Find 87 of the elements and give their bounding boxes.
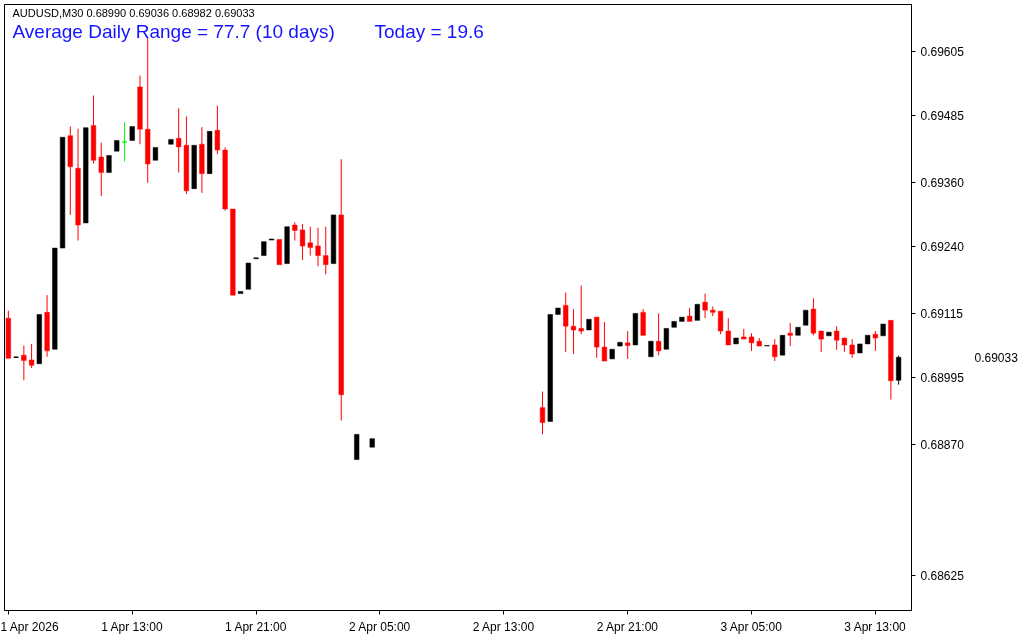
- candlestick: [191, 145, 197, 189]
- candlestick: [555, 307, 561, 315]
- annotation: Average Daily Range = 77.7 (10 days): [12, 20, 335, 42]
- candlestick: [702, 293, 708, 319]
- candlestick: [137, 75, 143, 145]
- y-tick-label: 0.68625: [920, 569, 965, 584]
- candlestick: [98, 142, 104, 197]
- candlestick: [880, 323, 886, 337]
- candlestick: [369, 438, 375, 448]
- candlestick: [52, 247, 58, 350]
- candlestick: [354, 434, 360, 460]
- y-tick-label: 0.69115: [920, 306, 964, 321]
- candlestick: [323, 226, 329, 275]
- candlestick: [795, 327, 801, 336]
- chart-title: AUDUSD,M30 0.68990 0.69036 0.68982 0.69033: [12, 6, 255, 19]
- candlestick: [632, 313, 638, 346]
- candlestick: [36, 314, 42, 364]
- candlestick: [826, 331, 832, 337]
- x-tick-label: 1 Apr 13:00: [101, 619, 163, 634]
- y-tick-label: 0.69485: [920, 108, 965, 123]
- candlestick: [586, 319, 592, 331]
- candlestick: [129, 126, 135, 141]
- candlestick: [269, 238, 275, 241]
- candlestick: [114, 140, 120, 152]
- y-tick-label: 0.68995: [920, 371, 965, 386]
- candlestick: [284, 226, 290, 264]
- candlestick: [21, 345, 27, 381]
- x-tick-label: 1 Apr 21:00: [225, 619, 287, 634]
- candlestick: [694, 304, 700, 321]
- candlestick: [83, 127, 89, 224]
- candlestick: [671, 321, 677, 328]
- candlestick: [888, 320, 894, 401]
- candlestick: [779, 335, 786, 356]
- candlestick: [315, 227, 321, 267]
- candlestick: [338, 158, 344, 421]
- candlestick: [168, 139, 174, 145]
- y-tick-label: 0.69240: [920, 239, 965, 254]
- candlestick: [261, 241, 267, 256]
- candlestick: [594, 316, 600, 359]
- y-tick-label: 0.69605: [920, 44, 965, 59]
- candlestick: [663, 328, 669, 350]
- candlestick: [152, 147, 159, 161]
- candlestick: [625, 330, 631, 360]
- x-tick-label: 3 Apr 05:00: [720, 619, 783, 634]
- candlestick: [238, 291, 244, 294]
- candlestick: [547, 314, 553, 422]
- candlestick: [857, 343, 863, 354]
- candlestick: [617, 342, 623, 347]
- candlestick: [609, 349, 615, 360]
- candlestick: [563, 292, 569, 353]
- candlestick: [330, 214, 337, 264]
- annotation: Today = 19.6: [374, 20, 484, 42]
- candlestick: [5, 310, 11, 359]
- candlestick: [106, 155, 112, 173]
- text: 0.69033: [974, 350, 1019, 365]
- candlestick: [865, 335, 871, 345]
- x-tick-label: 2 Apr 21:00: [596, 619, 659, 634]
- candlestick: [570, 308, 577, 355]
- candlestick: [276, 239, 282, 265]
- x-tick-label: 3 Apr 13:00: [844, 619, 907, 634]
- candlestick: [44, 294, 50, 358]
- x-tick-label: 1 Apr 2026: [0, 619, 59, 634]
- candlestick: [679, 316, 685, 322]
- candlestick: [253, 257, 259, 260]
- candlestick: [222, 146, 228, 212]
- candlestick: [756, 337, 762, 347]
- x-tick-label: 2 Apr 05:00: [348, 619, 411, 634]
- candlestick: [648, 340, 654, 357]
- candlestick: [601, 321, 608, 362]
- candlestick: [230, 208, 236, 296]
- candlestick: [733, 337, 739, 345]
- candlestick: [640, 308, 646, 336]
- x-tick-label: 2 Apr 13:00: [472, 619, 535, 634]
- candlestick: [59, 137, 66, 249]
- candlestick: [75, 128, 81, 242]
- candlestick: [818, 330, 824, 353]
- candlestick: [803, 309, 809, 326]
- candlestick: [121, 121, 128, 162]
- candlestick: [872, 330, 878, 352]
- candlestick: [725, 317, 731, 346]
- candlestick: [199, 126, 205, 194]
- candlestick: [539, 391, 546, 435]
- candlestick: [207, 131, 213, 174]
- y-tick-label: 0.68870: [920, 438, 965, 453]
- y-tick-label: 0.69360: [920, 175, 965, 190]
- candlestick: [245, 262, 251, 290]
- candlestick: [787, 322, 793, 347]
